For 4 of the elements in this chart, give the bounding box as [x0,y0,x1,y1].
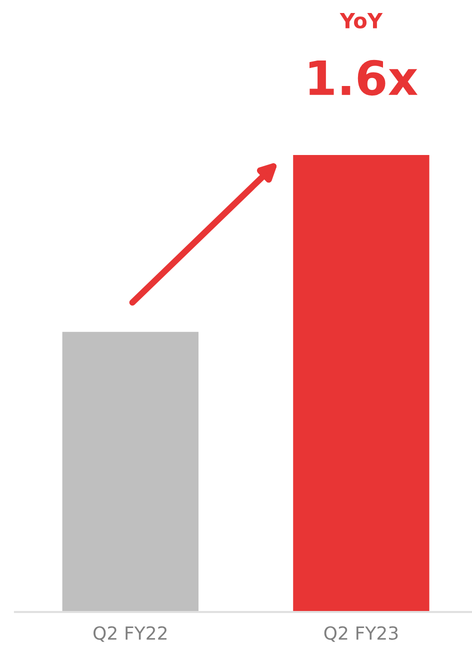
x-tick-label: Q2 FY23 [324,626,398,642]
text: YoY [340,13,383,29]
x-tick-label: Q2 FY22 [94,626,167,642]
text: 1.6x [309,60,418,96]
